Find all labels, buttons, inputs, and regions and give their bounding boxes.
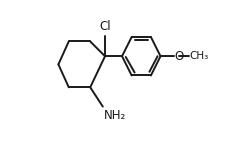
Text: O: O	[174, 50, 184, 63]
Text: Cl: Cl	[99, 20, 111, 33]
Text: NH₂: NH₂	[104, 109, 126, 122]
Text: CH₃: CH₃	[190, 51, 209, 61]
